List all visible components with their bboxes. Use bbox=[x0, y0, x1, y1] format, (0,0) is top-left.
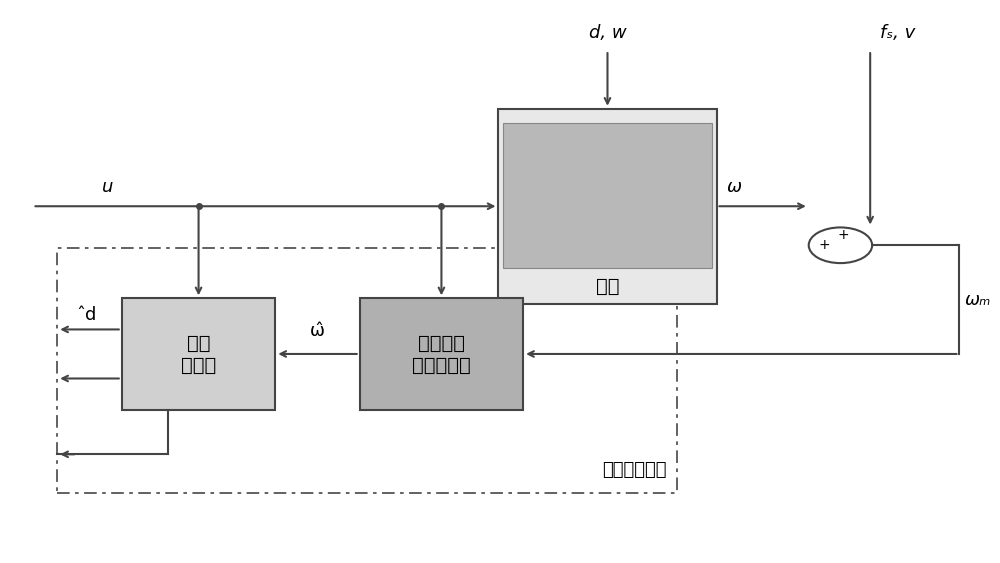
Text: ωₘ: ωₘ bbox=[964, 291, 991, 309]
Text: 三步容积
卡尔曼滤波: 三步容积 卡尔曼滤波 bbox=[412, 333, 471, 374]
Text: d, w: d, w bbox=[589, 24, 626, 42]
Bar bbox=[122, 298, 275, 410]
Bar bbox=[360, 298, 523, 410]
Text: u: u bbox=[102, 178, 113, 196]
Text: ω: ω bbox=[726, 178, 742, 196]
Text: fₛ, v: fₛ, v bbox=[880, 24, 915, 42]
Text: ω̂: ω̂ bbox=[310, 322, 325, 340]
Text: +: + bbox=[838, 229, 849, 243]
Text: 信号重构系统: 信号重构系统 bbox=[602, 462, 667, 479]
Circle shape bbox=[809, 227, 872, 263]
Text: 飞机: 飞机 bbox=[596, 276, 619, 296]
Text: 干扰
观测器: 干扰 观测器 bbox=[181, 333, 216, 374]
Bar bbox=[503, 123, 712, 267]
Text: +: + bbox=[819, 238, 830, 252]
Bar bbox=[57, 248, 677, 493]
Bar bbox=[498, 109, 717, 304]
Text: ̂d: ̂d bbox=[86, 306, 97, 324]
